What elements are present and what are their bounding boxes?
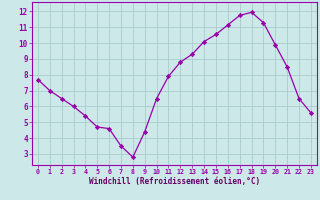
X-axis label: Windchill (Refroidissement éolien,°C): Windchill (Refroidissement éolien,°C) [89,177,260,186]
